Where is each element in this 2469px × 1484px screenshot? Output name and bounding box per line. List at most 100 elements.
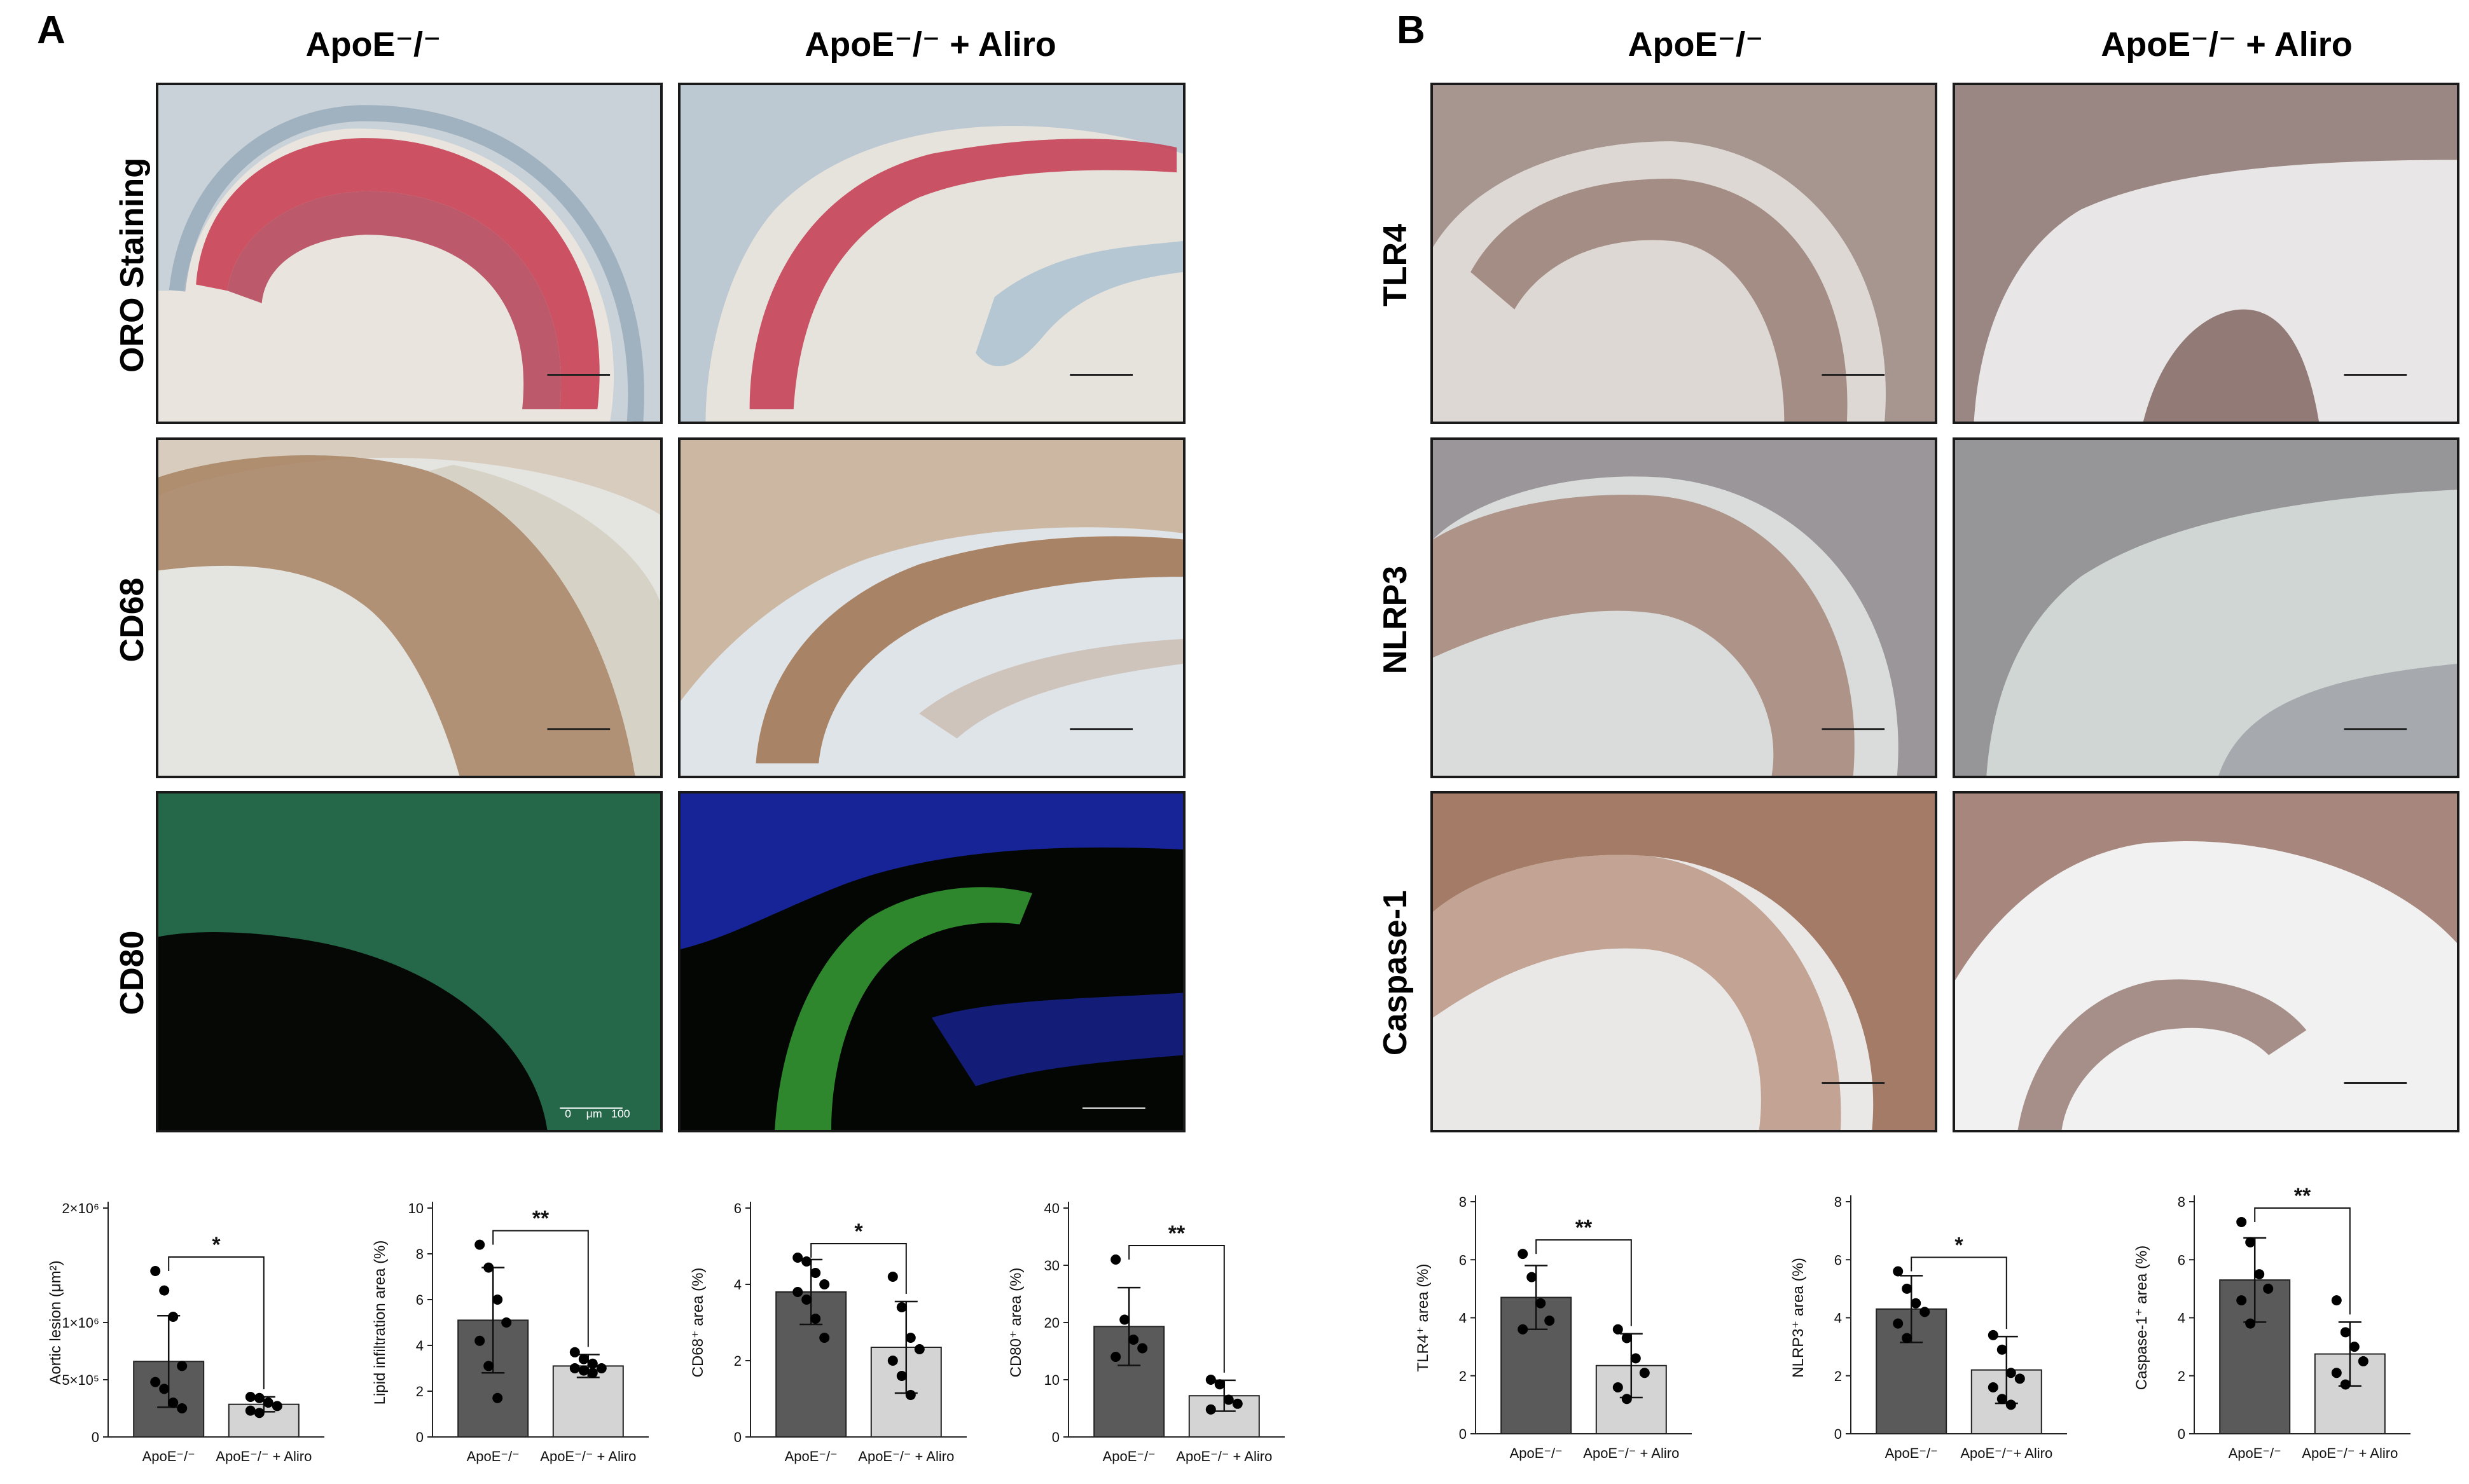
data-point bbox=[810, 1268, 821, 1278]
y-axis-label: CD68⁺ area (%) bbox=[689, 1268, 707, 1378]
data-point bbox=[819, 1333, 830, 1343]
data-point bbox=[2331, 1295, 2342, 1306]
significance-label: ** bbox=[1168, 1221, 1186, 1246]
y-tick-label: 2 bbox=[1834, 1368, 1842, 1384]
data-point bbox=[1893, 1318, 1904, 1329]
data-point bbox=[245, 1405, 256, 1416]
y-tick-label: 8 bbox=[416, 1246, 424, 1262]
data-point bbox=[1996, 1394, 2007, 1405]
chart-nlrp3-area: 0 2 4 6 8 NLRP3⁺ area (%) ApoE⁻/⁻ ApoE⁻/⁻+ Alir… bbox=[1790, 1194, 2067, 1461]
data-point bbox=[492, 1295, 503, 1305]
data-point bbox=[1612, 1382, 1623, 1392]
panel-b-col-title-control: ApoE⁻/⁻ bbox=[1628, 25, 1764, 64]
y-tick-label: 4 bbox=[1459, 1310, 1467, 1326]
micrograph-cd80-control: 0 μm 100 bbox=[156, 791, 663, 1132]
micrograph-cd68-control bbox=[156, 437, 663, 778]
y-tick-label: 0 bbox=[92, 1429, 99, 1445]
data-point bbox=[810, 1314, 821, 1324]
micrograph-cd68-aliro bbox=[678, 437, 1186, 778]
data-point bbox=[2245, 1237, 2256, 1247]
chart-aortic-lesion: 0 5×10⁵ 1×10⁶ 2×10⁶ Aortic lesion (μm²) ApoE⁻… bbox=[47, 1200, 324, 1464]
significance-bracket bbox=[1535, 1239, 1632, 1326]
data-point bbox=[2014, 1373, 2025, 1384]
panel-b-row-label-tlr4: TLR4 bbox=[1377, 224, 1414, 306]
data-point bbox=[1893, 1266, 1904, 1277]
data-point bbox=[1137, 1343, 1148, 1354]
svg-text:0: 0 bbox=[565, 1107, 571, 1120]
data-point bbox=[150, 1377, 161, 1387]
data-point bbox=[2254, 1269, 2265, 1280]
panel-a-row-label-oro: ORO Staining bbox=[114, 158, 151, 373]
data-point bbox=[483, 1361, 494, 1371]
y-tick-label: 6 bbox=[734, 1200, 742, 1216]
panel-a-col-title-control: ApoE⁻/⁻ bbox=[305, 25, 441, 64]
data-point bbox=[569, 1363, 580, 1373]
y-tick-label: 20 bbox=[1044, 1315, 1060, 1331]
y-tick-label: 0 bbox=[1459, 1426, 1467, 1442]
y-tick-label: 8 bbox=[2178, 1194, 2185, 1210]
chart-cd68-area: 0 2 4 6 CD68⁺ area (%) ApoE⁻/⁻ ApoE⁻/⁻ + Aliro… bbox=[689, 1200, 967, 1464]
data-point bbox=[177, 1403, 188, 1413]
data-point bbox=[272, 1401, 282, 1412]
y-tick-label: 4 bbox=[2178, 1310, 2185, 1326]
panel-a-row-label-cd80: CD80 bbox=[114, 930, 151, 1015]
x-tick-label: ApoE⁻/⁻ bbox=[785, 1448, 838, 1464]
significance-label: ** bbox=[532, 1207, 550, 1231]
data-point bbox=[1119, 1314, 1130, 1325]
data-point bbox=[1205, 1404, 1216, 1415]
y-tick-label: 6 bbox=[1459, 1252, 1467, 1268]
x-tick-label: ApoE⁻/⁻ + Aliro bbox=[1583, 1445, 1679, 1461]
data-point bbox=[1621, 1333, 1632, 1343]
x-tick-label: ApoE⁻/⁻ bbox=[2229, 1445, 2281, 1461]
data-point bbox=[1612, 1324, 1623, 1335]
data-point bbox=[492, 1392, 503, 1403]
y-tick-label: 4 bbox=[416, 1338, 424, 1354]
data-point bbox=[168, 1398, 179, 1408]
significance-label: ** bbox=[1575, 1216, 1593, 1240]
micrograph-tlr4-control bbox=[1430, 83, 1937, 424]
data-point bbox=[159, 1285, 170, 1296]
data-point bbox=[1526, 1272, 1537, 1282]
y-tick-label: 10 bbox=[408, 1200, 424, 1216]
chart-tlr4-area: 0 2 4 6 8 TLR4⁺ area (%) ApoE⁻/⁻ ApoE⁻/⁻ + Alir… bbox=[1414, 1194, 1692, 1461]
data-point bbox=[2340, 1327, 2351, 1338]
micrograph-nlrp3-control bbox=[1430, 437, 1937, 778]
x-tick-label: ApoE⁻/⁻ bbox=[1510, 1445, 1563, 1461]
data-point bbox=[1223, 1394, 1234, 1405]
data-point bbox=[1630, 1353, 1641, 1364]
significance-bracket bbox=[168, 1256, 265, 1389]
data-point bbox=[887, 1356, 898, 1366]
data-point bbox=[1128, 1335, 1139, 1345]
micrograph-nlrp3-aliro bbox=[1953, 437, 2459, 778]
data-point bbox=[801, 1295, 812, 1305]
data-point bbox=[474, 1239, 485, 1250]
data-point bbox=[1518, 1249, 1528, 1260]
data-point bbox=[2358, 1356, 2369, 1366]
micrograph-caspase1-control bbox=[1430, 791, 1937, 1132]
data-point bbox=[578, 1365, 589, 1376]
significance-bracket bbox=[1911, 1256, 2007, 1329]
data-point bbox=[2236, 1295, 2247, 1306]
data-point bbox=[254, 1408, 265, 1419]
data-point bbox=[887, 1272, 898, 1282]
y-tick-label: 30 bbox=[1044, 1258, 1060, 1274]
y-tick-label: 40 bbox=[1044, 1200, 1060, 1216]
data-point bbox=[474, 1335, 485, 1346]
data-point bbox=[1902, 1283, 1912, 1294]
data-point bbox=[596, 1363, 607, 1373]
data-point bbox=[1639, 1368, 1650, 1378]
y-tick-label: 4 bbox=[1834, 1310, 1842, 1326]
chart-caspase1-area: 0 2 4 6 8 Caspase-1⁺ area (%) ApoE⁻/⁻ ApoE⁻/⁻ +… bbox=[2133, 1184, 2410, 1461]
significance-bracket bbox=[492, 1230, 589, 1347]
svg-text:100: 100 bbox=[611, 1107, 630, 1120]
data-point bbox=[896, 1302, 907, 1312]
x-tick-label: ApoE⁻/⁻ + Aliro bbox=[2302, 1445, 2398, 1461]
y-tick-label: 1×10⁶ bbox=[62, 1315, 99, 1331]
x-tick-label: ApoE⁻/⁻ + Aliro bbox=[858, 1448, 954, 1464]
data-point bbox=[1110, 1254, 1121, 1265]
significance-bracket bbox=[1128, 1245, 1225, 1373]
data-point bbox=[905, 1333, 916, 1343]
data-point bbox=[1232, 1398, 1243, 1409]
panel-a-letter: A bbox=[37, 8, 66, 52]
data-point bbox=[2331, 1368, 2342, 1378]
